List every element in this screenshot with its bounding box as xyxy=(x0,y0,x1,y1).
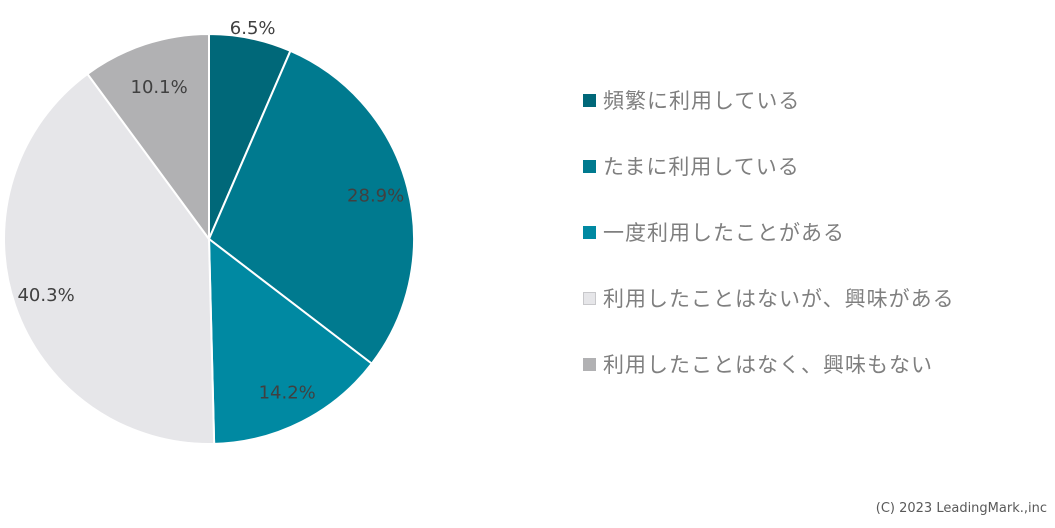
slice-value-label: 14.2% xyxy=(259,382,316,403)
legend-item: たまに利用している xyxy=(583,150,800,182)
slice-value-label: 40.3% xyxy=(17,285,74,306)
pie-slice xyxy=(207,49,415,366)
legend-label: 頻繁に利用している xyxy=(603,89,801,113)
legend-swatch xyxy=(583,357,596,371)
legend-swatch xyxy=(583,225,596,239)
copyright-text: (C) 2023 LeadingMark.,inc xyxy=(875,501,1047,516)
legend-label: 一度利用したことがある xyxy=(603,221,845,245)
legend-label: 利用したことはなく、興味もない xyxy=(603,353,933,377)
legend-label: たまに利用している xyxy=(603,155,800,179)
slice-value-label: 10.1% xyxy=(131,77,188,98)
legend-swatch xyxy=(583,93,596,107)
pie-slice xyxy=(207,236,374,445)
pie-slice xyxy=(3,72,216,445)
pie-slices xyxy=(3,32,415,445)
pie-slice xyxy=(86,32,210,243)
slice-value-label: 6.5% xyxy=(230,18,276,39)
legend-swatch xyxy=(583,291,596,305)
pie-value-labels: 6.5% 28.9% 14.2% 40.3% 10.1% xyxy=(17,18,404,403)
legend-label: 利用したことはないが、興味がある xyxy=(603,287,955,311)
legend-item: 一度利用したことがある xyxy=(583,216,845,248)
legend-item: 利用したことはなく、興味もない xyxy=(583,348,933,380)
legend-swatch xyxy=(583,159,596,173)
legend-item: 頻繁に利用している xyxy=(583,84,800,116)
legend-item: 利用したことはないが、興味がある xyxy=(583,282,955,314)
slice-value-label: 28.9% xyxy=(347,186,404,207)
